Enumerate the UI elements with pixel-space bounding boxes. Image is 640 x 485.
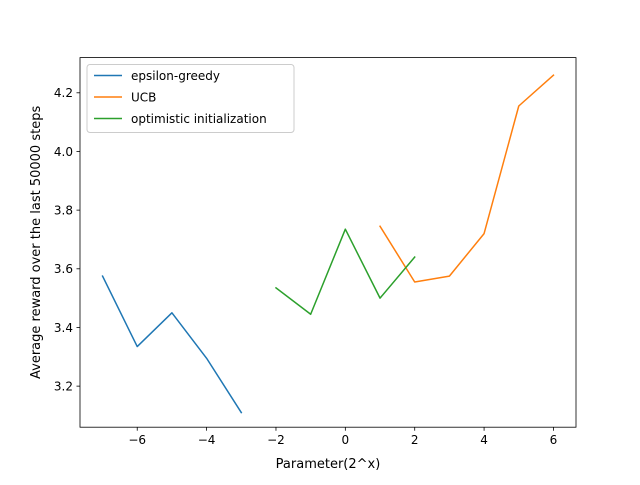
series-layer — [101, 74, 555, 414]
y-tick-label: 3.4 — [54, 321, 73, 335]
x-tick-label: 4 — [480, 433, 488, 447]
legend-box — [86, 64, 295, 133]
y-axis-ticks: 3.2 3.4 3.6 3.8 4.0 4.2 — [54, 86, 80, 393]
y-tick-label: 4.0 — [54, 145, 73, 159]
x-tick-label: 2 — [411, 433, 419, 447]
y-tick-label: 4.2 — [54, 86, 73, 100]
x-tick-label: −2 — [267, 433, 285, 447]
series-line-0 — [101, 275, 243, 414]
series-line-2 — [274, 228, 416, 316]
plot-area-frame — [79, 57, 577, 428]
legend-label-2: optimistic initialization — [131, 112, 267, 126]
x-tick-label: 6 — [550, 433, 558, 447]
x-axis-label: Parameter(2^x) — [276, 457, 381, 472]
x-tick-label: 0 — [342, 433, 350, 447]
y-axis-label: Average reward over the last 50000 steps — [29, 106, 44, 379]
x-axis-ticks: −6 −4 −2 0 2 4 6 — [128, 427, 557, 447]
y-tick-label: 3.8 — [54, 203, 73, 217]
legend: epsilon-greedy UCB optimistic initializati… — [86, 64, 295, 133]
y-tick-label: 3.2 — [54, 379, 73, 393]
series-line-1 — [378, 74, 555, 283]
legend-label-0: epsilon-greedy — [131, 69, 220, 83]
x-tick-label: −6 — [128, 433, 146, 447]
y-tick-label: 3.6 — [54, 262, 73, 276]
legend-label-1: UCB — [131, 91, 156, 105]
x-tick-label: −4 — [198, 433, 216, 447]
